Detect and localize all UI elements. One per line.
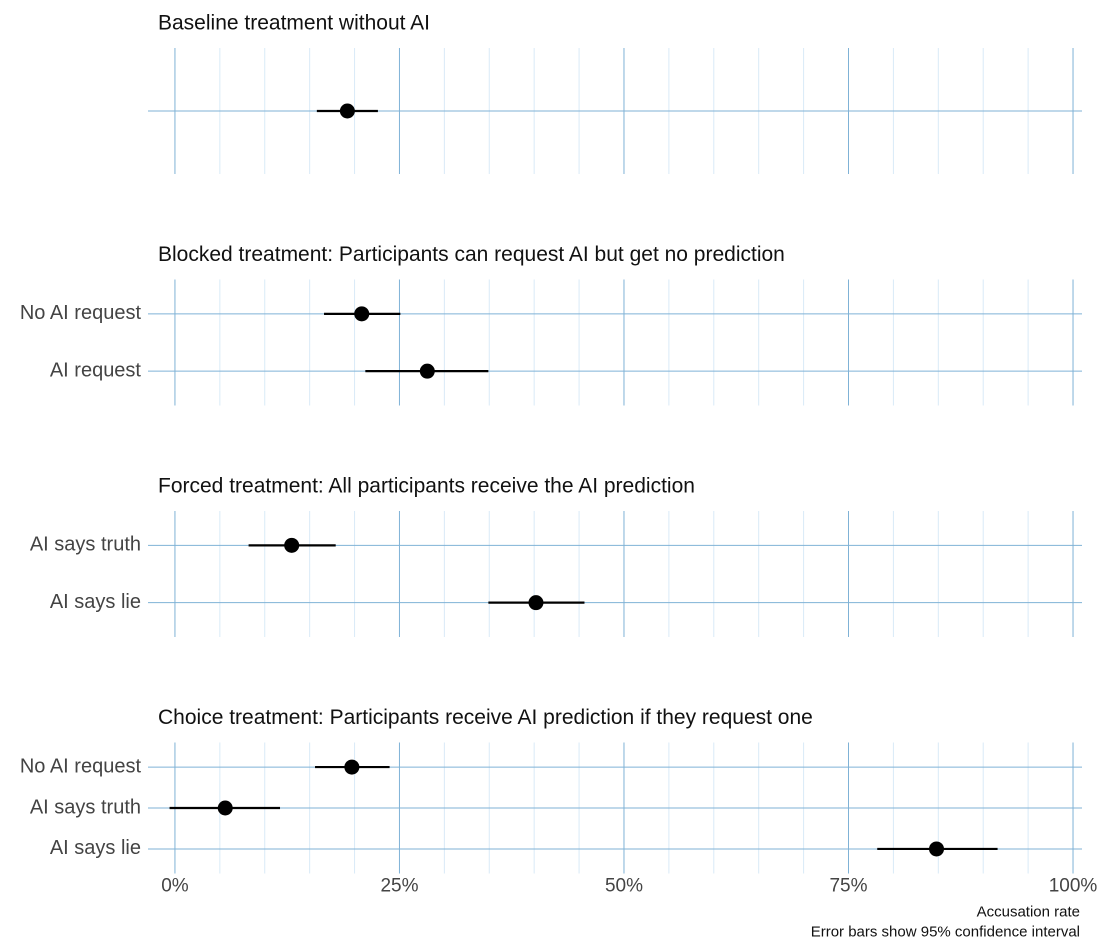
x-axis-label: Accusation rate: [977, 903, 1080, 920]
category-label: No AI request: [20, 755, 142, 777]
point: [217, 800, 233, 816]
point: [354, 306, 370, 322]
caption: Error bars show 95% confidence interval: [811, 923, 1080, 940]
point: [929, 841, 945, 857]
point: [339, 103, 355, 119]
x-tick-label: 75%: [829, 876, 867, 897]
category-label: AI says truth: [30, 796, 141, 818]
panel-title: Forced treatment: All participants recei…: [158, 475, 695, 498]
point: [284, 537, 300, 553]
category-label: AI says lie: [50, 591, 141, 613]
point: [528, 595, 544, 611]
panel-title: Baseline treatment without AI: [158, 12, 430, 35]
x-tick-label: 100%: [1049, 876, 1098, 897]
point: [344, 759, 360, 775]
category-label: No AI request: [20, 302, 142, 324]
panel-title: Blocked treatment: Participants can requ…: [158, 243, 785, 266]
x-tick-label: 0%: [161, 876, 189, 897]
point: [419, 363, 435, 379]
category-label: AI request: [50, 359, 142, 381]
x-tick-label: 25%: [380, 876, 418, 897]
category-label: AI says lie: [50, 837, 141, 859]
category-label: AI says truth: [30, 534, 141, 556]
panel-title: Choice treatment: Participants receive A…: [158, 706, 813, 729]
x-tick-label: 50%: [605, 876, 643, 897]
